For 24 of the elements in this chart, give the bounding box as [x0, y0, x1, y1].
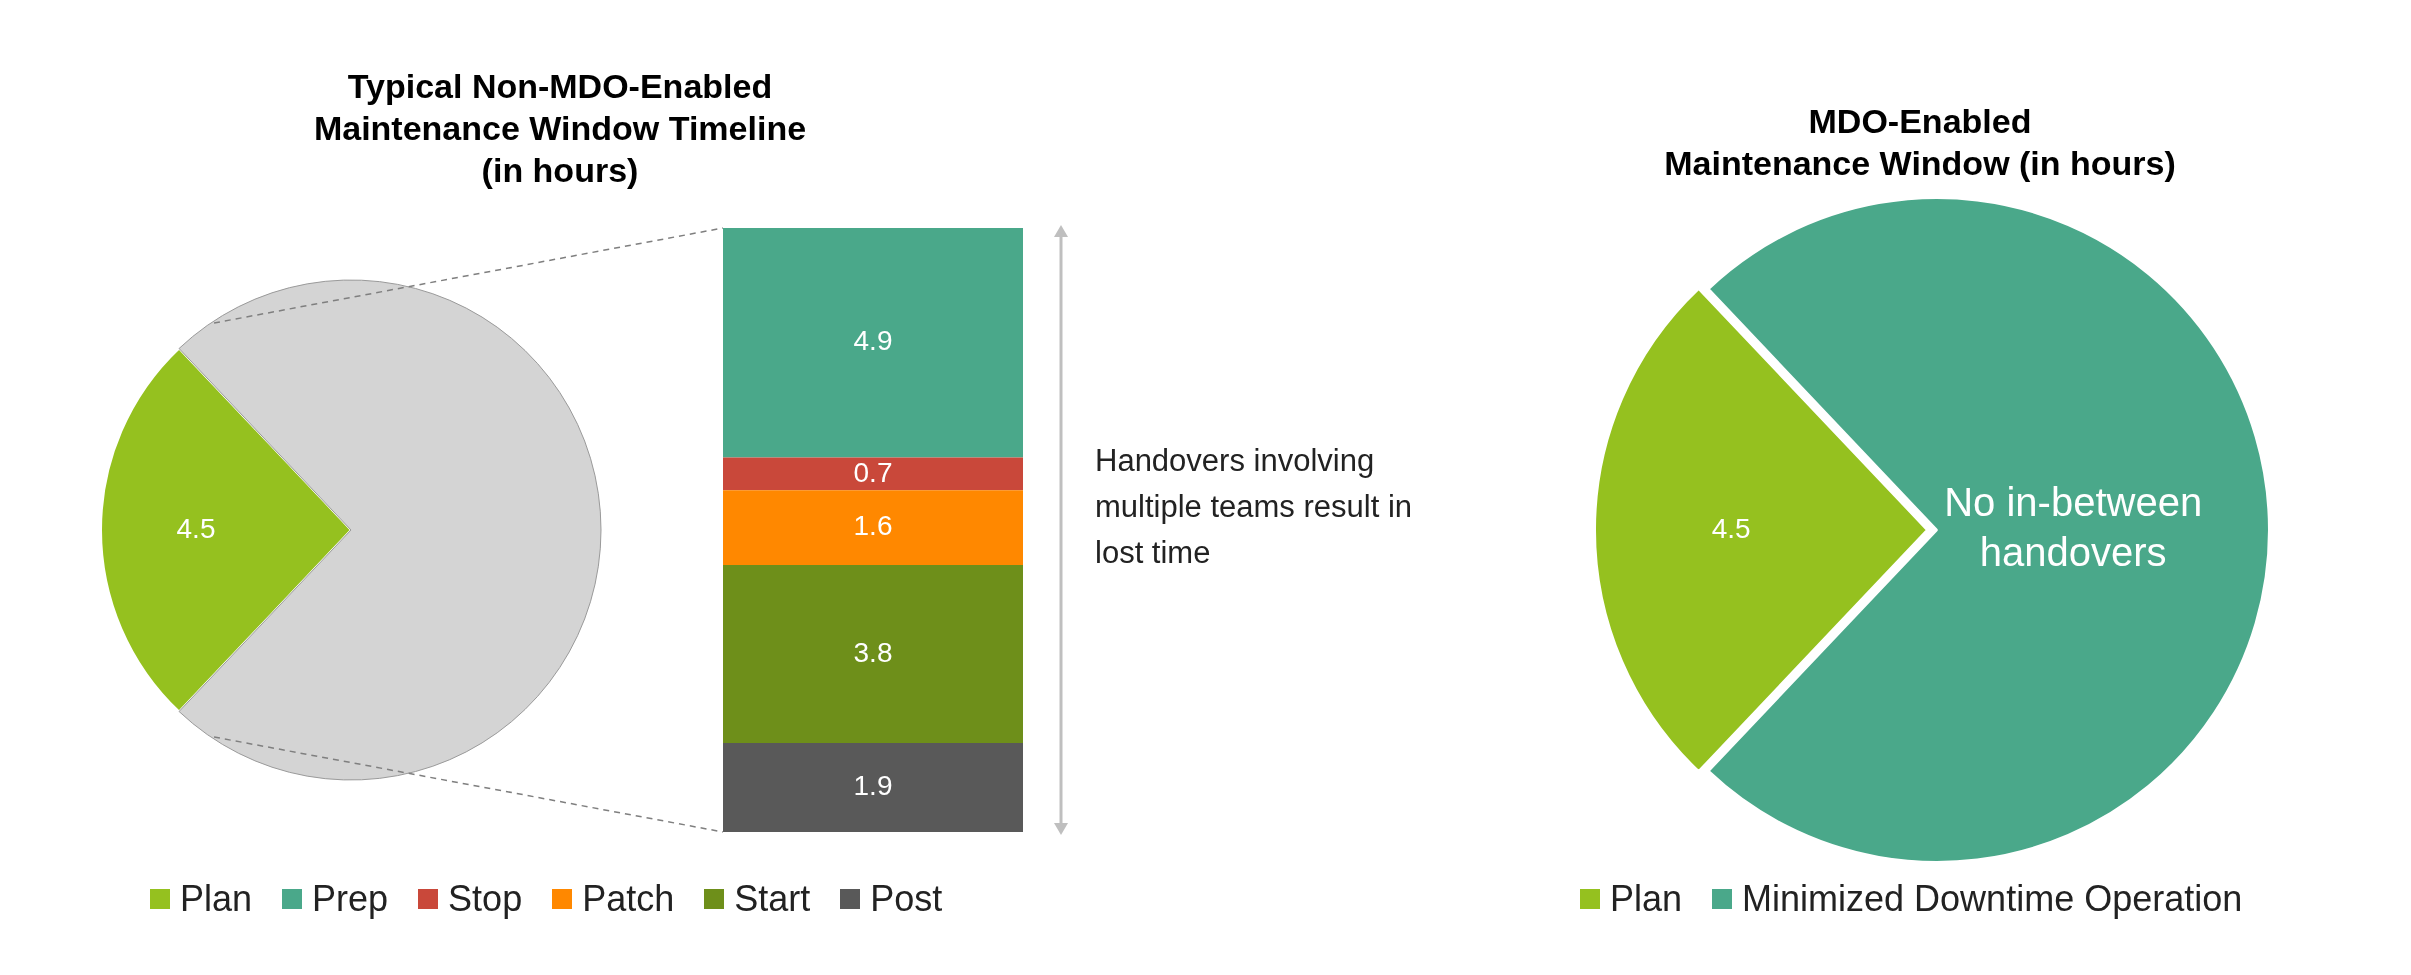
legend-label: Patch: [582, 878, 675, 920]
legend-label: Prep: [312, 878, 389, 920]
legend-label: Plan: [1610, 878, 1683, 920]
bar: [723, 228, 1023, 458]
chart-title: Typical Non-MDO-Enabled Maintenance Window Timeline (in hours): [312, 66, 808, 191]
bar: [723, 743, 1023, 832]
data-label: 3.8: [853, 636, 893, 668]
data-label: 0.7: [853, 456, 893, 488]
bar: [723, 457, 1023, 491]
bar: [723, 490, 1023, 566]
legend-label: Start: [734, 878, 811, 920]
data-label: 1.9: [853, 770, 893, 802]
bar: [723, 565, 1023, 744]
data-label: 4.5: [1711, 512, 1751, 544]
legend-label: Post: [870, 878, 943, 920]
data-label: 1.6: [853, 510, 893, 542]
text: Handovers involving multiple teams result in lost time: [1095, 442, 1413, 572]
legend-label: Plan: [180, 878, 253, 920]
legend-label: Stop: [448, 878, 523, 920]
data-label: 4.9: [853, 325, 893, 357]
text: No in-between handovers: [1944, 480, 2203, 575]
chart-title: MDO-Enabled Maintenance Window (in hours): [1663, 101, 2177, 184]
data-label: 4.5: [176, 512, 216, 544]
legend-label: Minimized Downtime Operation: [1742, 878, 2243, 920]
